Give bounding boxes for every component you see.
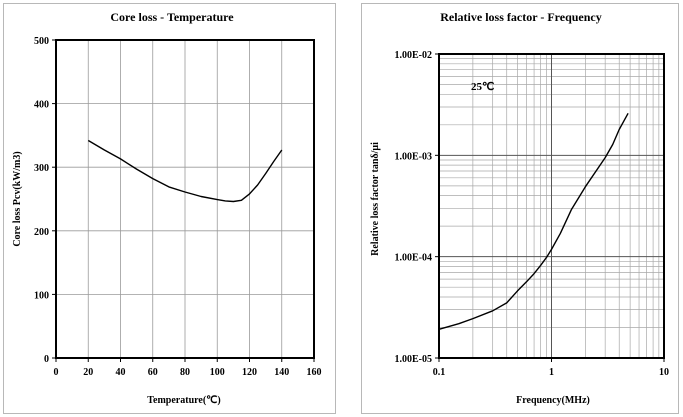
x-tick-label: 140: [274, 367, 289, 378]
x-tick-label: 120: [242, 367, 257, 378]
plot-frame: [438, 53, 665, 359]
chart-title: Relative loss factor - Frequency: [440, 10, 602, 24]
x-tick-label: 60: [148, 367, 158, 378]
y-axis-label: Relative loss factor tanδ/μi: [370, 142, 381, 256]
chart-title: Core loss - Temperature: [110, 10, 234, 24]
x-axis-label: Frequency(MHz): [516, 395, 590, 406]
y-tick-label: 1.00E-05: [395, 354, 433, 365]
x-tick-label: 10: [659, 367, 669, 378]
y-tick-label: 0: [44, 354, 49, 365]
y-tick-label: 1.00E-04: [395, 253, 433, 264]
x-axis-label: Temperature(℃): [147, 395, 220, 406]
y-tick-label: 400: [34, 100, 49, 111]
x-tick-label: 1: [549, 367, 554, 378]
x-tick-label: 0.1: [433, 367, 446, 378]
x-tick-label: 20: [83, 367, 93, 378]
y-tick-label: 200: [34, 227, 49, 238]
y-axis-label: Core loss Pcv(kW/m3): [12, 151, 23, 246]
plot-frame: [55, 39, 315, 359]
temperature-annotation: 25℃: [471, 81, 494, 93]
y-tick-label: 100: [34, 290, 49, 301]
series-line: [87, 139, 283, 203]
series-line: [438, 112, 629, 330]
x-tick-label: 0: [54, 367, 59, 378]
x-tick-label: 40: [116, 367, 126, 378]
y-tick-label: 1.00E-02: [395, 50, 433, 61]
x-tick-label: 80: [180, 367, 190, 378]
y-tick-label: 1.00E-03: [395, 151, 433, 162]
y-tick-label: 300: [34, 163, 49, 174]
core-loss-chart-panel: [3, 3, 336, 414]
x-tick-label: 160: [307, 367, 322, 378]
y-tick-label: 500: [34, 36, 49, 47]
x-tick-label: 100: [210, 367, 225, 378]
